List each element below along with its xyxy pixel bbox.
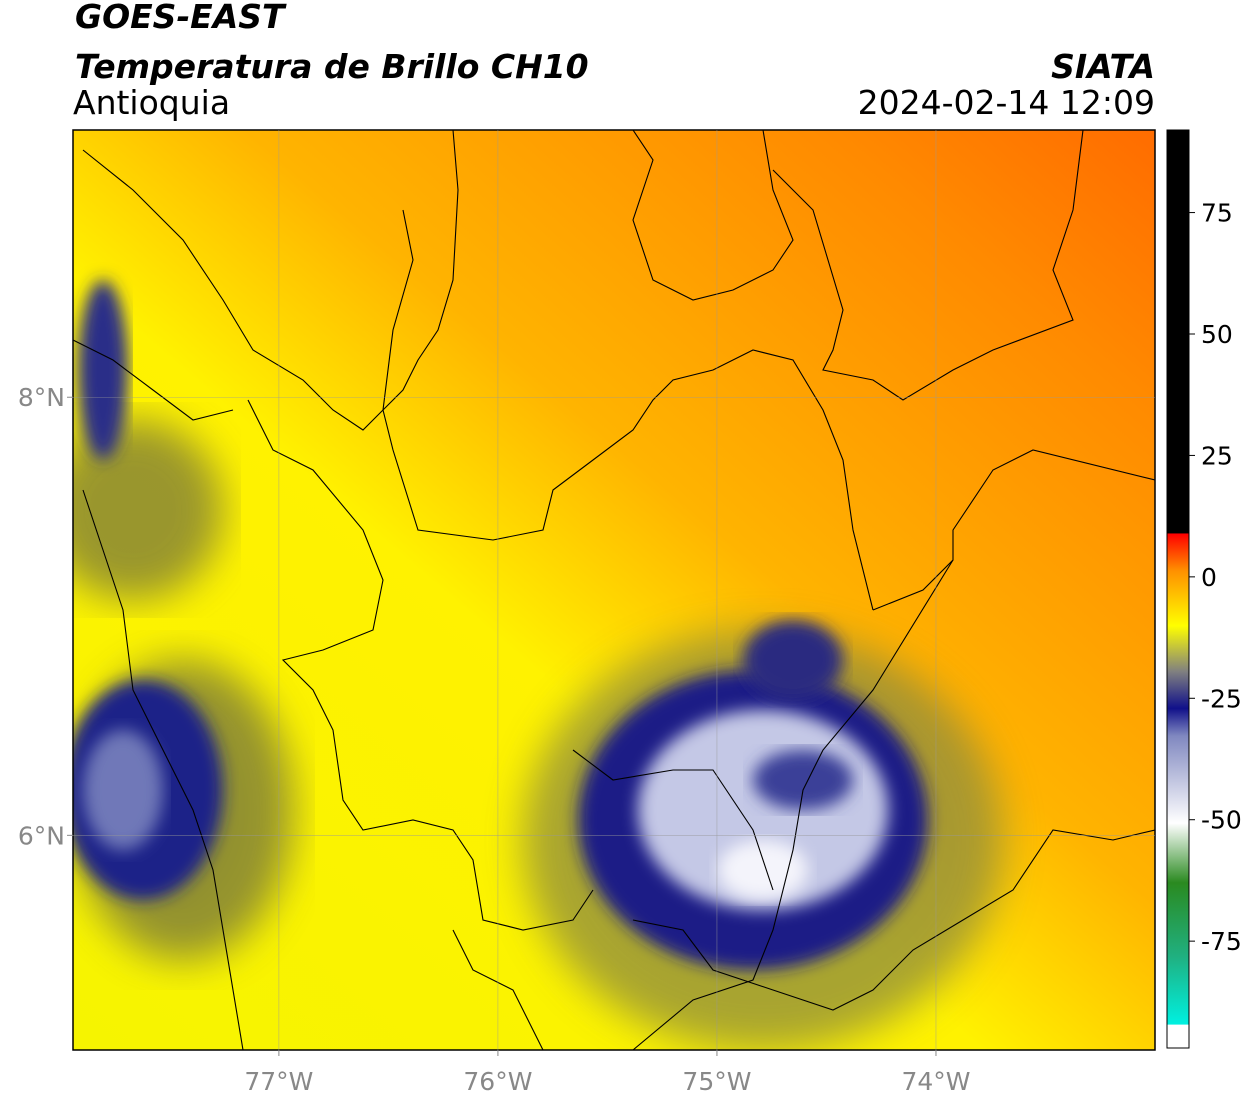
source: SIATA	[1051, 47, 1155, 86]
region: Antioquia	[73, 83, 230, 122]
y-tick-label: 6°N	[18, 821, 65, 850]
colorbar-tick-label: 0	[1201, 563, 1217, 592]
x-tick-label: 76°W	[463, 1067, 532, 1096]
x-tick-label: 77°W	[244, 1067, 313, 1096]
colorbar-tick-label: 50	[1201, 320, 1233, 349]
colorbar-tick-label: -75	[1201, 927, 1242, 956]
x-tick-label: 75°W	[682, 1067, 751, 1096]
subtitle: Temperatura de Brillo CH10	[75, 47, 589, 86]
colorbar-tick-label: -50	[1201, 806, 1242, 835]
cloud-storm	[73, 280, 1003, 1050]
datetime: 2024-02-14 12:09	[858, 83, 1155, 122]
colorbar: 75 50 25 0 -25 -50 -75	[1166, 129, 1242, 1049]
colorbar-tick-label: -25	[1201, 684, 1242, 713]
x-tick-label: 74°W	[901, 1067, 970, 1096]
borders	[73, 130, 1155, 1050]
y-tick-label: 8°N	[18, 383, 65, 412]
colorbar-tick-label: 25	[1201, 441, 1233, 470]
title: GOES-EAST	[75, 0, 287, 36]
colorbar-tick-label: 75	[1201, 199, 1233, 228]
map-frame	[72, 129, 1156, 1051]
map	[72, 129, 1156, 1051]
colorbar-scale	[1166, 129, 1190, 1049]
